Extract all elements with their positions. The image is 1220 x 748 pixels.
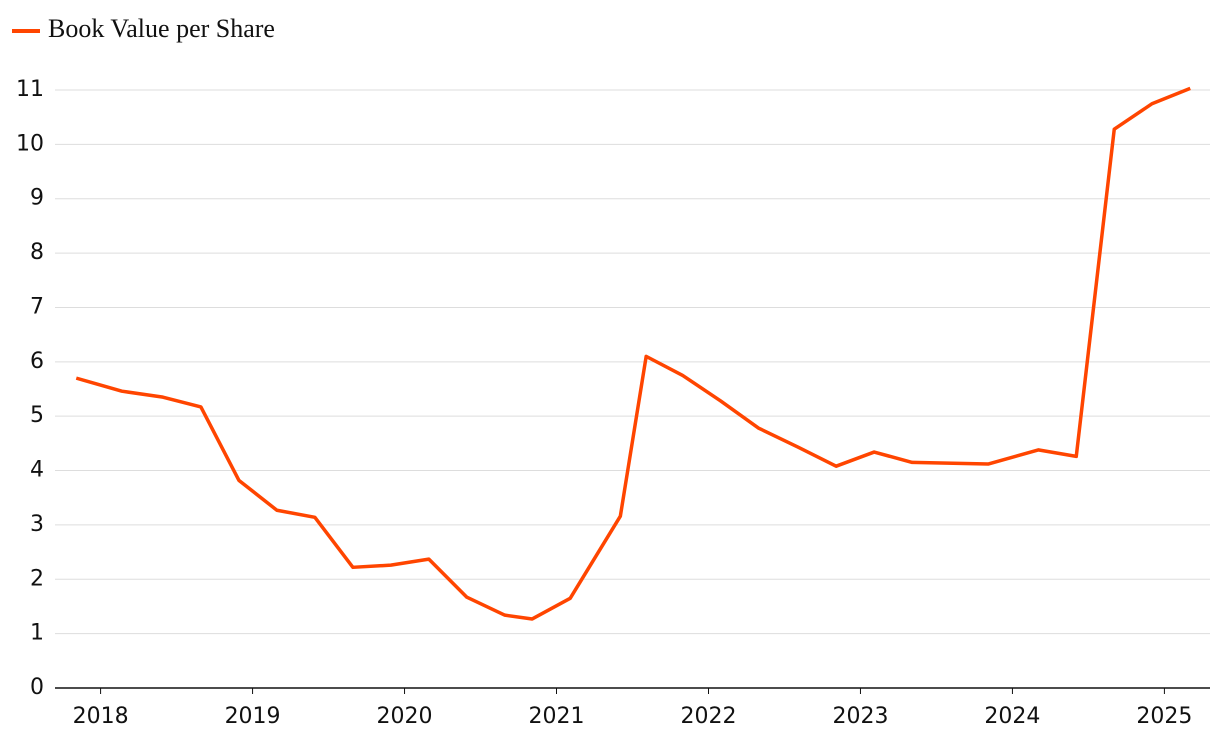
x-tick-label: 2022	[680, 704, 736, 729]
x-tick-label: 2019	[225, 704, 281, 729]
y-tick-label: 1	[30, 621, 44, 646]
y-tick-label: 2	[30, 566, 44, 591]
y-tick-label: 8	[30, 240, 44, 265]
y-tick-label: 5	[30, 403, 44, 428]
y-tick-label: 3	[30, 512, 44, 537]
y-tick-label: 10	[16, 131, 44, 156]
x-tick-label: 2020	[377, 704, 433, 729]
x-tick-label: 2018	[73, 704, 129, 729]
y-tick-label: 11	[16, 77, 44, 102]
legend-label: Book Value per Share	[48, 14, 275, 43]
y-tick-label: 7	[30, 294, 44, 319]
x-tick-label: 2021	[529, 704, 585, 729]
y-tick-label: 0	[30, 675, 44, 700]
x-tick-label: 2024	[984, 704, 1040, 729]
x-tick-label: 2025	[1136, 704, 1192, 729]
data-line	[75, 86, 1191, 621]
y-tick-label: 4	[30, 458, 44, 483]
y-tick-label: 9	[30, 186, 44, 211]
y-tick-label: 6	[30, 349, 44, 374]
x-tick-label: 2023	[832, 704, 888, 729]
